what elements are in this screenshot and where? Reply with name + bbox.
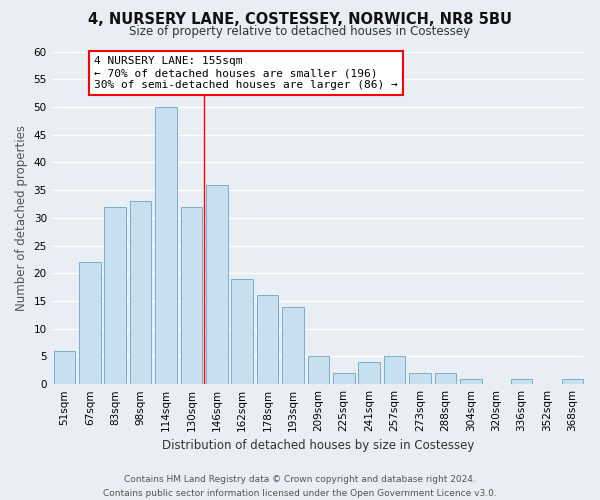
X-axis label: Distribution of detached houses by size in Costessey: Distribution of detached houses by size … [162, 440, 475, 452]
Bar [130, 201, 151, 384]
Bar [232, 279, 253, 384]
Bar [257, 296, 278, 384]
Bar [282, 306, 304, 384]
Bar [104, 207, 126, 384]
Text: Contains HM Land Registry data © Crown copyright and database right 2024.
Contai: Contains HM Land Registry data © Crown c… [103, 476, 497, 498]
Bar [434, 373, 456, 384]
Text: 4, NURSERY LANE, COSTESSEY, NORWICH, NR8 5BU: 4, NURSERY LANE, COSTESSEY, NORWICH, NR8… [88, 12, 512, 28]
Text: Size of property relative to detached houses in Costessey: Size of property relative to detached ho… [130, 25, 470, 38]
Y-axis label: Number of detached properties: Number of detached properties [15, 125, 28, 311]
Bar [79, 262, 101, 384]
Bar [409, 373, 431, 384]
Bar [308, 356, 329, 384]
Bar [358, 362, 380, 384]
Bar [333, 373, 355, 384]
Bar [511, 378, 532, 384]
Text: 4 NURSERY LANE: 155sqm
← 70% of detached houses are smaller (196)
30% of semi-de: 4 NURSERY LANE: 155sqm ← 70% of detached… [94, 56, 398, 90]
Bar [53, 351, 75, 384]
Bar [384, 356, 406, 384]
Bar [562, 378, 583, 384]
Bar [155, 107, 177, 384]
Bar [460, 378, 482, 384]
Bar [181, 207, 202, 384]
Bar [206, 184, 227, 384]
